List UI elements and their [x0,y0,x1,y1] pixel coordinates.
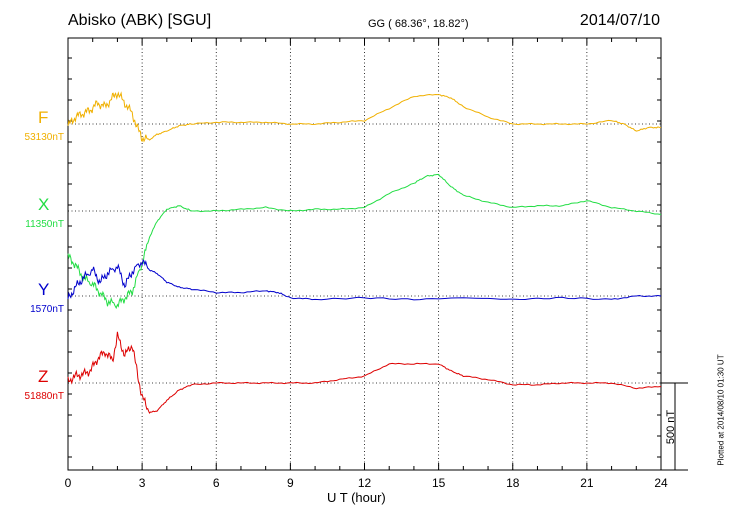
series-name-f: F [38,108,49,127]
series-name-z: Z [38,367,49,386]
series-line-x [67,173,662,310]
series-baseline-x: 11350nT [25,219,64,230]
series-baseline-f: 53130nT [24,132,64,143]
series-line-f [67,91,662,143]
scale-bar [661,382,688,471]
x-tick-label: 6 [212,476,220,490]
x-tick-label: 9 [287,476,294,490]
x-tick-label: 18 [506,476,520,490]
x-tick-label: 24 [654,476,668,490]
x-tick-label: 0 [64,476,72,490]
series-name-x: X [38,195,50,214]
series-baseline-y: 1570nT [30,304,64,315]
x-tick-label: 15 [431,476,446,490]
x-axis-label: U T (hour) [327,490,386,505]
coordinates: GG ( 68.36°, 18.82°) [368,18,469,30]
date: 2014/07/10 [579,12,660,29]
x-tick-label: 12 [357,476,372,490]
series-line-y [67,259,662,301]
series-line-z [67,331,662,414]
x-tick-label: 21 [580,476,594,490]
plot-frame [67,37,662,471]
x-tick-label: 3 [138,476,146,490]
station-title: Abisko (ABK) [SGU] [68,12,212,29]
series-name-y: Y [38,280,50,299]
grid [68,38,661,470]
traces [67,91,662,414]
scale-bar-label: 500 nT [665,409,677,445]
plotted-at-note: Plotted at 2014/08/10 01:30 UT [716,354,726,466]
series-baseline-z: 51880nT [24,391,64,402]
axis-ticks [67,38,662,470]
